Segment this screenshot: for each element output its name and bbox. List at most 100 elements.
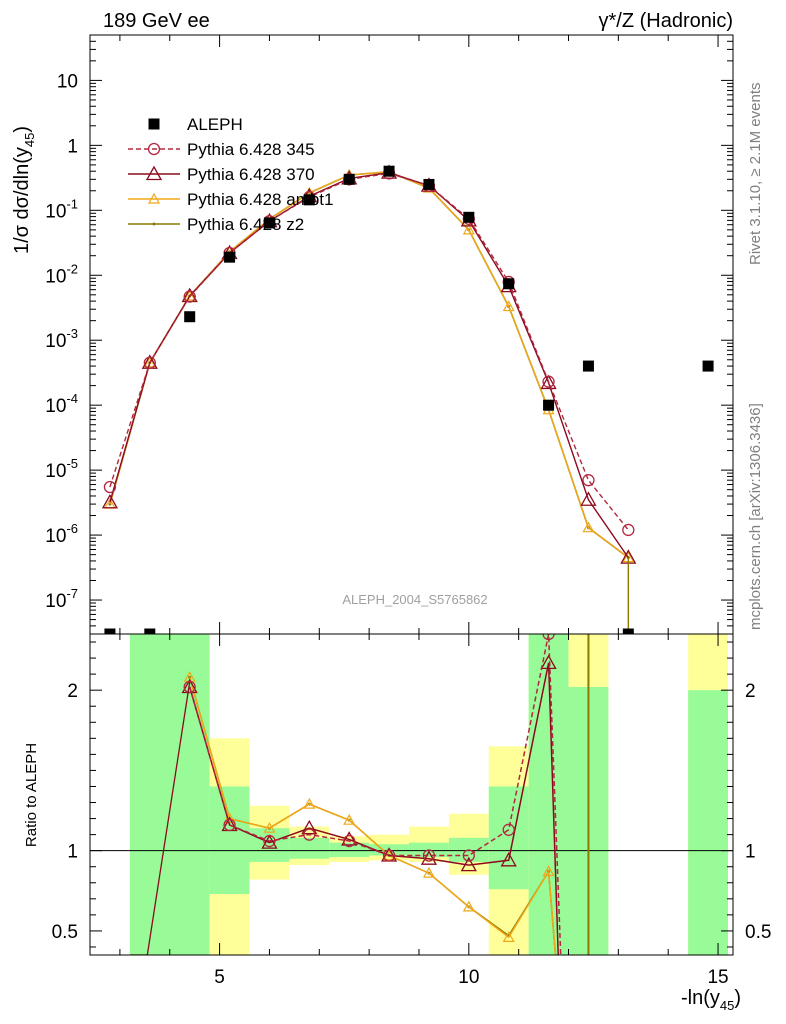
- stat-band-4: [329, 842, 370, 858]
- aleph-point-4: [263, 217, 275, 229]
- ratio-frame: [89, 633, 734, 956]
- ratio-point-0-4: [343, 834, 356, 848]
- y-tick-exponent: -3: [66, 326, 78, 341]
- ratio-point-0-3: [303, 828, 316, 841]
- y-tick-label: 10-4: [45, 391, 78, 417]
- ratio-point-2-6: [422, 866, 435, 878]
- ratio-line-pythia-6-428-345: [188, 634, 562, 955]
- y-tick-label: 10-5: [45, 456, 78, 482]
- ratio-point-1-8: [500, 851, 517, 867]
- aleph-point-7: [383, 165, 395, 177]
- y-tick-label: 10-2: [45, 261, 78, 287]
- y-tick-base: 10: [45, 526, 66, 547]
- aleph-point-5: [303, 194, 315, 206]
- y-tick-base: 10: [57, 71, 78, 92]
- aleph-point-6: [343, 173, 355, 185]
- x-tick-label: 10: [458, 967, 479, 988]
- ratio-point-2-3: [303, 797, 316, 809]
- aleph-point-9: [463, 211, 475, 223]
- y-tick-base: 10: [45, 266, 66, 287]
- ratio-line-pythia-6-428-370: [188, 662, 559, 955]
- y-tick-base: 1: [67, 136, 78, 157]
- main-plot-area: [101, 164, 714, 634]
- legend-marker-1: [147, 142, 161, 156]
- rivet-version-label: Rivet 3.1.10, ≥ 2.1M events: [747, 83, 764, 266]
- aleph-point-13: [622, 628, 634, 634]
- ratio-y-tick-label: 1: [67, 842, 78, 863]
- aleph-point-10: [503, 278, 515, 290]
- x-tick-label: 5: [214, 967, 225, 988]
- y-tick-label: 10: [57, 71, 78, 92]
- main-point-3-12: [582, 521, 595, 533]
- y-tick-base: 10: [45, 461, 66, 482]
- aleph-point-12: [582, 360, 594, 372]
- y-tick-label: 10-7: [45, 586, 78, 612]
- main-point-1-2: [183, 290, 196, 303]
- aleph-point-8: [423, 178, 435, 190]
- stat-band-2: [249, 828, 290, 862]
- ratio-point-2-4: [343, 813, 356, 825]
- ratio-point-2-9: [542, 865, 555, 877]
- ratio-point-0-2: [263, 834, 276, 848]
- ratio-y-tick-label-right: 0.5: [745, 922, 771, 943]
- ratio-point-2-8: [502, 931, 515, 942]
- main-panel: [101, 164, 714, 634]
- stat-band-9: [528, 634, 569, 955]
- main-point-1-13: [622, 523, 635, 537]
- legend-marker-3: [147, 192, 161, 204]
- header-left-label: 189 GeV ee: [103, 10, 210, 32]
- y-tick-label: 10-1: [45, 196, 78, 222]
- ratio-bands: [129, 634, 729, 955]
- analysis-id-label: ALEPH_2004_S5765862: [342, 592, 487, 607]
- x-axis-title: -ln(y45): [681, 987, 741, 1013]
- ratio-panel: [90, 634, 733, 955]
- legend-label-2: Pythia 6.428 370: [187, 165, 315, 184]
- ratio-left-rise: [146, 682, 191, 955]
- main-point-1-12: [582, 474, 595, 487]
- ratio-point-0-6: [422, 849, 436, 862]
- main-point-1-0: [103, 480, 117, 494]
- ratio-y-tick-label: 0.5: [52, 922, 78, 943]
- y-tick-base: 10: [45, 396, 66, 417]
- ratio-point-0-9: [542, 634, 555, 641]
- ratio-point-2-2: [263, 821, 276, 833]
- legend-label-3: Pythia 6.428 ambt1: [187, 190, 333, 209]
- ratio-point-0-1: [223, 818, 236, 832]
- y-tick-base: 10: [45, 591, 66, 612]
- y-tick-label: 1: [67, 136, 78, 157]
- aleph-point-15: [702, 360, 714, 372]
- stat-band-11: [688, 690, 729, 955]
- ratio-point-1-2: [261, 834, 278, 849]
- ratio-point-1-6: [420, 850, 438, 865]
- y-tick-exponent: -6: [66, 521, 78, 536]
- main-point-3-10: [502, 300, 515, 312]
- legend-label-4: Pythia 6.428 z2: [187, 215, 304, 234]
- main-point-3-2: [183, 289, 196, 301]
- ratio-point-0-5: [382, 849, 396, 862]
- ratio-point-1-9: [540, 654, 557, 670]
- ratio-y-tick-label: 2: [67, 681, 78, 702]
- legend-marker-0: [148, 118, 160, 130]
- legend-label-0: ALEPH: [187, 115, 243, 134]
- y-tick-base: 10: [45, 201, 66, 222]
- ratio-plot-area: [90, 634, 733, 955]
- y-tick-exponent: -7: [66, 586, 78, 601]
- main-point-3-9: [462, 223, 475, 235]
- legend-marker-2: [145, 165, 163, 181]
- aleph-point-11: [543, 399, 555, 411]
- mcplots-source-label: mcplots.cern.ch [arXiv:1306.3436]: [747, 403, 764, 630]
- ratio-point-0-7: [462, 849, 475, 862]
- y-tick-base: 10: [45, 331, 66, 352]
- stat-band-8: [488, 786, 529, 890]
- main-line-pythia-6-428-345: [109, 172, 629, 531]
- main-point-1-11: [542, 375, 555, 388]
- main-point-3-1: [143, 356, 156, 368]
- ratio-y-axis-title: Ratio to ALEPH: [23, 743, 40, 847]
- aleph-point-3: [224, 251, 236, 263]
- legend-label-1: Pythia 6.428 345: [187, 140, 315, 159]
- main-point-1-1: [143, 356, 156, 369]
- x-tick-label: 15: [707, 967, 728, 988]
- stat-band-3: [289, 837, 330, 859]
